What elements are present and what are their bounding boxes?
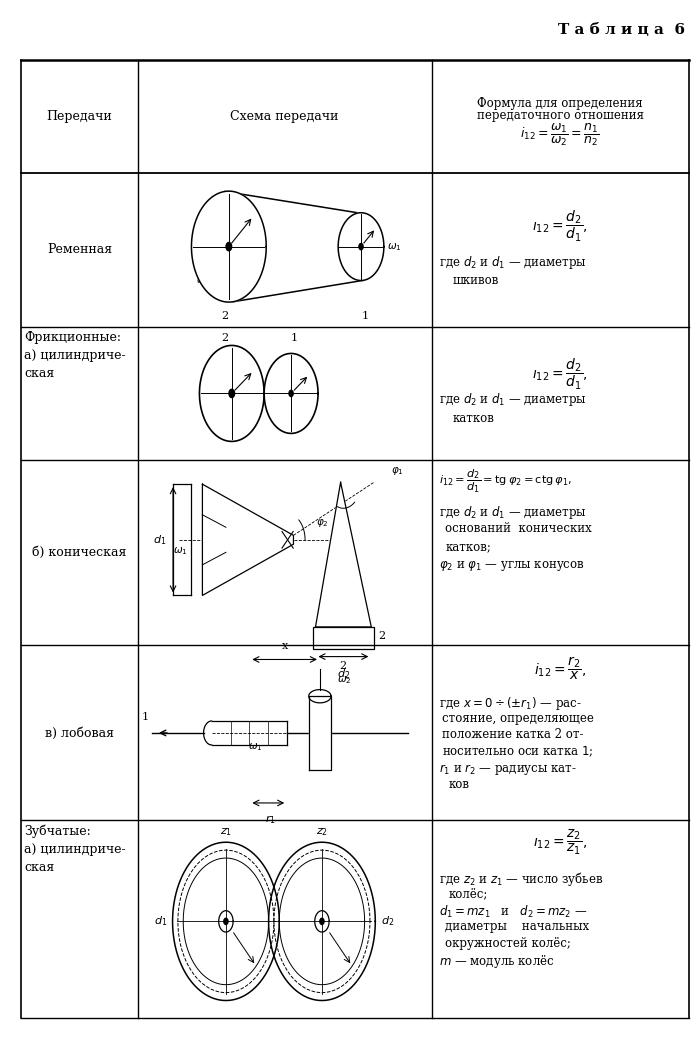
Text: в) лобовая: в) лобовая: [45, 727, 114, 739]
Text: $d_1$: $d_1$: [343, 260, 356, 274]
Text: 2: 2: [333, 880, 340, 891]
Text: $\omega_2$: $\omega_2$: [308, 923, 322, 934]
Text: $\imath_{12} = \dfrac{z_2}{z_1},$: $\imath_{12} = \dfrac{z_2}{z_1},$: [533, 828, 587, 857]
Text: 2: 2: [340, 662, 347, 672]
Text: где $d_2$ и $d_1$ — диаметры: где $d_2$ и $d_1$ — диаметры: [438, 504, 586, 521]
Text: где $d_2$ и $d_1$ — диаметры: где $d_2$ и $d_1$ — диаметры: [438, 254, 586, 271]
Text: $d_2$: $d_2$: [196, 273, 209, 287]
Text: Формула для определения: Формула для определения: [477, 97, 643, 111]
Text: $\omega_1$: $\omega_1$: [387, 241, 402, 253]
Text: катков;: катков;: [445, 540, 491, 553]
Text: стояние, определяющее: стояние, определяющее: [442, 711, 594, 725]
Polygon shape: [229, 389, 235, 397]
Polygon shape: [203, 484, 294, 595]
Polygon shape: [338, 213, 384, 281]
Text: $d_1$: $d_1$: [154, 915, 167, 928]
Text: $z_1$: $z_1$: [220, 826, 232, 839]
Text: $\omega_1$: $\omega_1$: [226, 908, 240, 920]
Text: $d_2$: $d_2$: [204, 413, 217, 426]
Text: Ременная: Ременная: [47, 244, 112, 256]
Text: x: x: [282, 641, 288, 651]
Polygon shape: [264, 354, 318, 433]
Text: окружностей колёс;: окружностей колёс;: [445, 936, 571, 950]
Text: $d_1$: $d_1$: [276, 365, 289, 379]
Polygon shape: [359, 244, 363, 250]
Text: Т а б л и ц а  6: Т а б л и ц а 6: [558, 23, 685, 37]
Polygon shape: [224, 918, 228, 924]
Text: Зубчатые:
а) цилиндриче-
ская: Зубчатые: а) цилиндриче- ская: [24, 824, 126, 874]
Text: $\omega_1$: $\omega_1$: [247, 741, 262, 753]
Text: 1: 1: [290, 333, 297, 343]
Text: диаметры    начальных: диаметры начальных: [445, 920, 590, 933]
Text: где $z_2$ и $z_1$ — число зубьев: где $z_2$ и $z_1$ — число зубьев: [438, 870, 603, 889]
Text: $i_{12} = \dfrac{\omega_1}{\omega_2} = \dfrac{n_1}{n_2}$: $i_{12} = \dfrac{\omega_1}{\omega_2} = \…: [520, 122, 600, 148]
Text: $\omega_2$: $\omega_2$: [337, 675, 351, 686]
Polygon shape: [268, 842, 375, 1001]
Text: носительно оси катка $1$;: носительно оси катка $1$;: [442, 745, 593, 759]
Text: катков: катков: [452, 412, 494, 425]
Text: Схема передачи: Схема передачи: [231, 110, 339, 123]
Text: передаточного отношения: передаточного отношения: [477, 109, 644, 122]
Text: $r_1$ и $r_2$ — радиусы кат-: $r_1$ и $r_2$ — радиусы кат-: [438, 761, 577, 777]
Text: 1: 1: [362, 310, 369, 320]
Text: $m$ — модуль колёс: $m$ — модуль колёс: [438, 953, 554, 971]
Polygon shape: [315, 482, 371, 627]
Polygon shape: [315, 910, 329, 932]
Text: $\omega_1$: $\omega_1$: [173, 545, 187, 557]
Text: 2: 2: [222, 310, 229, 320]
Polygon shape: [192, 191, 266, 302]
Polygon shape: [226, 243, 231, 251]
Text: $\varphi_2$ и $\varphi_1$ — углы конусов: $\varphi_2$ и $\varphi_1$ — углы конусов: [438, 559, 584, 572]
Text: $\varphi_1$: $\varphi_1$: [391, 466, 404, 477]
Text: $i_{12} = \dfrac{d_2}{d_1} = \mathrm{tg}\,\varphi_2 = \mathrm{ctg}\,\varphi_1,$: $i_{12} = \dfrac{d_2}{d_1} = \mathrm{tg}…: [438, 468, 572, 495]
Text: колёс;: колёс;: [449, 887, 489, 900]
Text: оснований  конических: оснований конических: [445, 523, 592, 535]
Text: Передачи: Передачи: [47, 110, 113, 123]
Text: $\imath_{12} = \dfrac{d_2}{d_1},$: $\imath_{12} = \dfrac{d_2}{d_1},$: [532, 357, 588, 392]
Text: $i_{12} = \dfrac{r_2}{x},$: $i_{12} = \dfrac{r_2}{x},$: [533, 653, 586, 681]
Polygon shape: [309, 696, 331, 769]
Text: $z_2$: $z_2$: [316, 826, 328, 839]
Text: $d_1 = mz_1$   и   $d_2 = mz_2$ —: $d_1 = mz_1$ и $d_2 = mz_2$ —: [438, 903, 587, 920]
Text: $d_2$: $d_2$: [381, 915, 394, 928]
Text: 2: 2: [378, 632, 385, 641]
Text: б) коническая: б) коническая: [32, 546, 127, 559]
Text: где $d_2$ и $d_1$ — диаметры: где $d_2$ и $d_1$ — диаметры: [438, 391, 586, 409]
Polygon shape: [219, 910, 233, 932]
Text: $\omega_1$: $\omega_1$: [357, 249, 372, 261]
Text: ков: ков: [449, 778, 470, 791]
Text: $r_1$: $r_1$: [265, 813, 275, 826]
Text: 2: 2: [222, 333, 229, 343]
Polygon shape: [199, 345, 264, 442]
Text: $\varphi_2$: $\varphi_2$: [315, 517, 329, 530]
Text: $\omega_1$: $\omega_1$: [289, 395, 304, 408]
Text: 1: 1: [199, 888, 206, 898]
Text: $\imath_{12} = \dfrac{d_2}{d_1},$: $\imath_{12} = \dfrac{d_2}{d_1},$: [532, 209, 588, 245]
Text: положение катка 2 от-: положение катка 2 от-: [442, 728, 584, 741]
Text: где $x = 0 \div (\pm r_1)$ — рас-: где $x = 0 \div (\pm r_1)$ — рас-: [438, 695, 581, 712]
Text: $d_2$: $d_2$: [337, 667, 350, 680]
Polygon shape: [173, 842, 280, 1001]
Text: 1: 1: [142, 712, 149, 723]
Text: $\omega_2$: $\omega_2$: [345, 633, 359, 644]
Bar: [312, 627, 374, 649]
Text: шкивов: шкивов: [452, 275, 499, 287]
Polygon shape: [320, 918, 324, 924]
Text: Фрикционные:
а) цилиндриче-
ская: Фрикционные: а) цилиндриче- ская: [24, 331, 126, 380]
Polygon shape: [289, 390, 293, 396]
Text: $\omega_2$: $\omega_2$: [229, 397, 245, 409]
Text: $d_1$: $d_1$: [153, 533, 166, 546]
Text: $\omega_2$: $\omega_2$: [229, 252, 244, 263]
